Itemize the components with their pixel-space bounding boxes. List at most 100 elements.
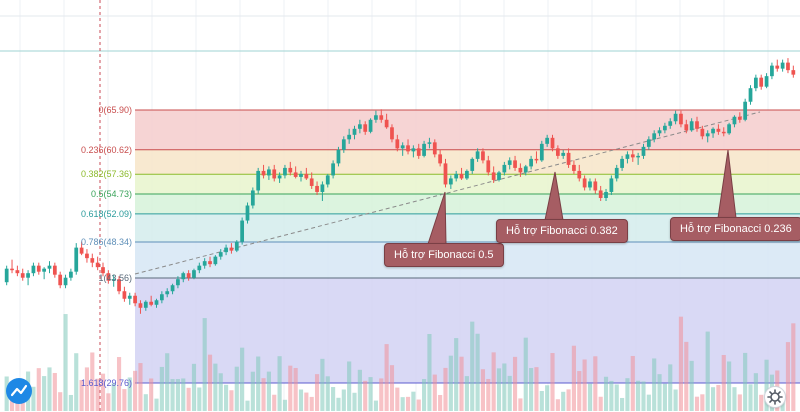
candle-body <box>202 261 207 266</box>
volume-bar <box>614 384 619 411</box>
candle-body <box>657 130 662 134</box>
candle-body <box>240 220 245 242</box>
candle-body <box>218 252 223 257</box>
volume-bar <box>603 376 609 411</box>
candle-body <box>31 265 36 274</box>
candle-body <box>513 160 517 168</box>
candle-body <box>502 164 507 173</box>
volume-bar <box>341 389 346 411</box>
volume-bar <box>42 376 47 411</box>
volume-bar <box>100 373 106 411</box>
fib-band-extension <box>135 278 800 383</box>
volume-bar <box>705 331 710 411</box>
candle-body <box>705 133 710 137</box>
volume-bar <box>571 345 576 411</box>
volume-bar <box>47 367 52 411</box>
candle-body <box>721 131 726 134</box>
volume-bar <box>224 384 229 411</box>
volume-bar <box>475 333 480 411</box>
candle-body <box>582 178 587 188</box>
candle-body <box>470 158 475 171</box>
volume-bar <box>759 394 764 411</box>
volume-bar <box>127 377 132 411</box>
candle-body <box>368 119 373 132</box>
volume-bar <box>143 394 148 411</box>
volume-bar <box>191 363 197 411</box>
volume-bar <box>438 394 443 411</box>
candle-body <box>566 152 571 165</box>
volume-bar <box>657 374 662 411</box>
candle-body <box>737 116 742 120</box>
annotation-callout[interactable]: Hỗ trợ Fibonacci 0.382 <box>496 219 628 243</box>
candle-body <box>299 173 303 177</box>
candle-body <box>293 172 298 177</box>
volume-bar <box>486 378 491 411</box>
volume-bar <box>149 378 154 411</box>
settings-gear-icon[interactable] <box>764 386 786 408</box>
volume-bar <box>411 391 416 411</box>
tradingview-logo-icon[interactable] <box>6 378 32 404</box>
candle-body <box>577 170 582 179</box>
volume-bar <box>154 398 159 411</box>
candle-body <box>309 178 314 186</box>
volume-bar <box>587 383 593 411</box>
volume-bar <box>368 377 373 411</box>
candle-body <box>507 160 512 165</box>
candle-body <box>764 76 769 87</box>
candle-body <box>176 279 180 286</box>
annotation-callout[interactable]: Hỗ trợ Fibonacci 0.236 <box>670 217 800 241</box>
volume-bar <box>68 394 73 411</box>
candle-body <box>341 139 346 150</box>
volume-bar <box>753 373 758 411</box>
candle-body <box>711 128 715 134</box>
candle-body <box>695 121 699 129</box>
annotation-callout[interactable]: Hỗ trợ Fibonacci 0.5 <box>384 243 504 267</box>
volume-bar <box>298 389 304 411</box>
candle-body <box>336 149 341 164</box>
fib-band <box>135 149 800 175</box>
volume-bar <box>652 358 657 411</box>
volume-bar <box>304 392 309 411</box>
candle-body <box>459 173 464 179</box>
volume-bar <box>673 389 678 411</box>
candle-body <box>625 154 630 159</box>
candle-body <box>347 134 352 140</box>
volume-bar <box>314 374 320 411</box>
volume-bar <box>202 318 207 411</box>
candle-body <box>85 253 89 259</box>
candle-body <box>588 181 592 188</box>
volume-bar <box>218 373 223 411</box>
candle-body <box>95 262 100 268</box>
volume-bar <box>791 323 796 411</box>
volume-bar <box>31 386 36 411</box>
volume-bar <box>459 356 464 411</box>
volume-bar <box>689 360 694 411</box>
candle-body <box>181 273 186 280</box>
volume-bar <box>737 394 742 411</box>
volume-bar <box>646 394 651 411</box>
candle-body <box>395 139 400 149</box>
volume-bar <box>662 383 667 411</box>
candle-body <box>315 185 319 192</box>
volume-bar <box>620 397 625 411</box>
volume-bar <box>732 387 737 411</box>
volume-bar <box>9 395 15 411</box>
volume-bar <box>748 384 753 411</box>
volume-bar <box>111 383 116 411</box>
candle-body <box>208 261 212 265</box>
candle-body <box>331 163 335 176</box>
candle-body <box>138 303 143 308</box>
candle-body <box>90 258 95 263</box>
candle-body <box>518 167 523 173</box>
candle-body <box>561 152 566 156</box>
volume-bar <box>668 364 673 411</box>
candle-body <box>256 170 261 191</box>
volume-bar <box>74 353 79 411</box>
volume-bar <box>534 367 539 411</box>
candle-body <box>609 178 614 192</box>
candle-body <box>700 128 705 137</box>
candle-body <box>165 291 170 295</box>
volume-bar <box>395 387 400 411</box>
